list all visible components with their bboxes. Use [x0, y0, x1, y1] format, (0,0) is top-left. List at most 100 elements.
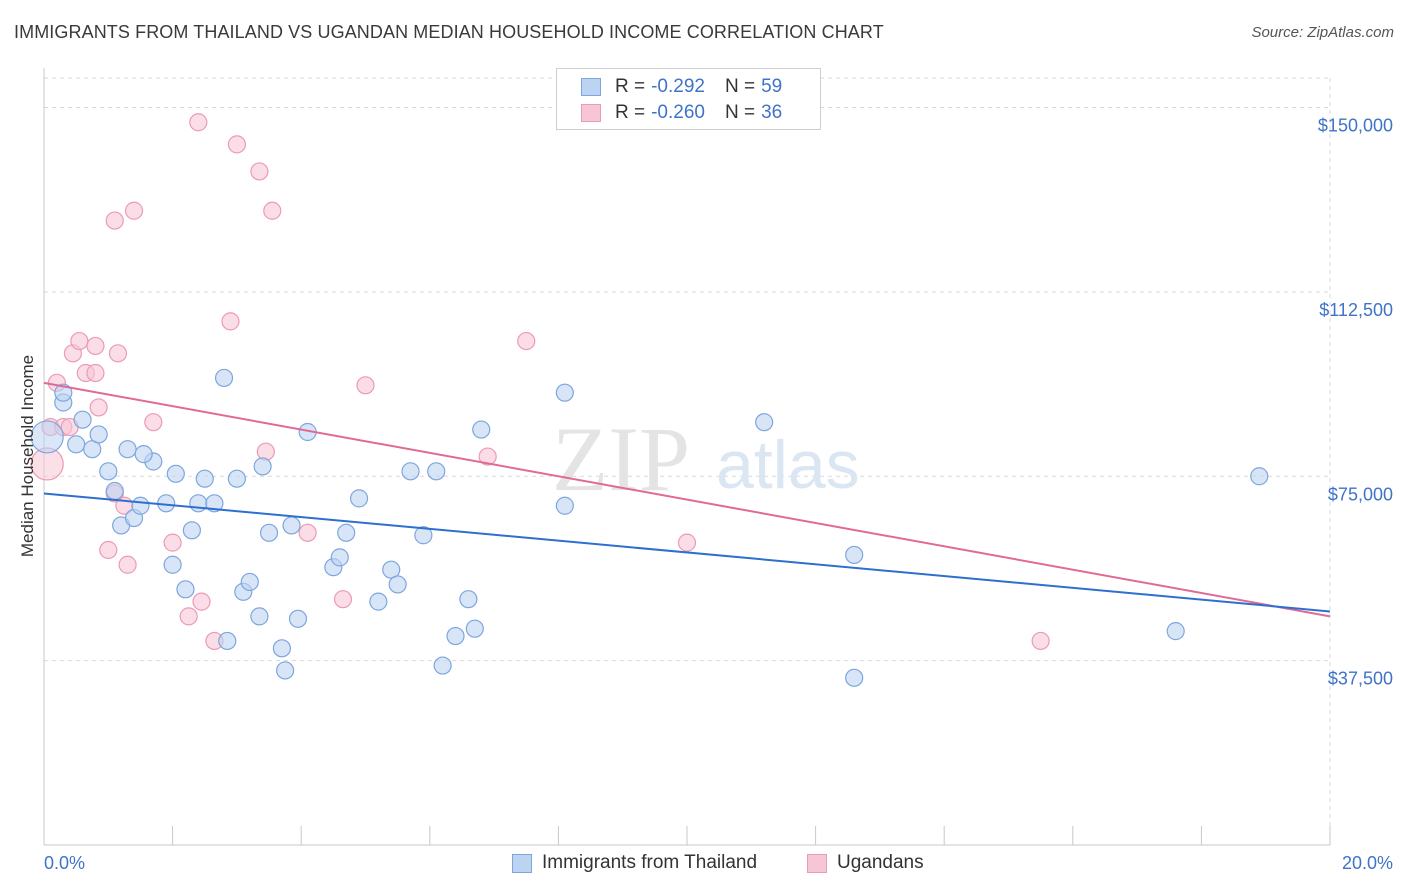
point-thailand [272, 639, 292, 658]
point-thailand [459, 590, 478, 609]
point-ugandans [356, 376, 375, 395]
legend-swatch-pink [581, 104, 601, 122]
point-thailand [349, 489, 369, 508]
x-tick-label: 0.0% [44, 853, 85, 873]
point-thailand [1250, 467, 1269, 486]
point-thailand [1166, 622, 1185, 641]
point-thailand [205, 494, 224, 513]
legend-row-ugandans: R = -0.260 N = 36 [581, 100, 782, 126]
legend-n-label: N = [724, 76, 756, 97]
source-label: Source: ZipAtlas.com [1251, 24, 1394, 41]
point-thailand [67, 435, 86, 454]
point-ugandans [250, 162, 269, 181]
point-thailand [99, 462, 118, 481]
legend-r-value: -0.260 [651, 102, 705, 123]
point-ugandans [192, 592, 211, 611]
point-ugandans [227, 135, 246, 154]
point-ugandans [99, 540, 118, 560]
point-ugandans [1031, 631, 1050, 651]
point-thailand [427, 462, 446, 481]
point-ugandans [89, 398, 108, 417]
point-thailand [414, 526, 433, 545]
y-axis-label: Median Household Income [18, 354, 37, 558]
point-thailand [214, 368, 234, 388]
legend-r-label: R = [615, 76, 646, 97]
point-ugandans [517, 331, 536, 351]
point-ugandans [108, 344, 128, 363]
point-ugandans [70, 331, 89, 351]
point-thailand [105, 481, 124, 501]
point-ugandans [86, 363, 105, 383]
point-thailand [253, 457, 272, 476]
point-thailand [288, 609, 308, 628]
point-thailand [134, 445, 153, 464]
point-thailand [163, 555, 182, 574]
point-thailand [89, 425, 108, 444]
trendline-thailand [43, 492, 1331, 613]
legend-item-thailand: Immigrants from Thailand [512, 852, 757, 874]
point-thailand [465, 619, 484, 638]
legend-row-thailand: R = -0.292 N = 59 [581, 74, 782, 100]
point-thailand [218, 631, 237, 651]
point-ugandans [298, 523, 317, 542]
point-thailand [755, 413, 774, 432]
point-ugandans [124, 201, 144, 220]
chart-title: IMMIGRANTS FROM THAILAND VS UGANDAN MEDI… [14, 22, 884, 42]
trendline-ugandans [43, 381, 1331, 618]
point-thailand [176, 580, 195, 599]
point-thailand [282, 516, 301, 535]
point-thailand [369, 592, 388, 611]
point-thailand [555, 383, 574, 402]
y-tick-label: $150,000 [1318, 116, 1393, 136]
point-thailand [227, 469, 246, 488]
legend-swatch-blue [512, 853, 532, 873]
point-ugandans [677, 533, 697, 552]
point-thailand [131, 496, 150, 515]
point-thailand [166, 464, 185, 483]
legend-label-ugandans: Ugandans [837, 852, 924, 873]
legend-n-value: 59 [761, 76, 783, 97]
point-thailand [433, 656, 452, 675]
y-tick-labels: $37,500 $75,000 $112,500 $150,000 [1318, 116, 1393, 689]
series-legend: Immigrants from Thailand Ugandans [0, 852, 1406, 878]
point-thailand [118, 440, 137, 459]
legend-item-ugandans: Ugandans [807, 852, 924, 874]
y-tick-label: $112,500 [1319, 300, 1393, 320]
point-thailand [337, 523, 356, 542]
point-thailand [845, 545, 864, 565]
point-ugandans [118, 555, 137, 574]
point-thailand [182, 521, 201, 540]
point-ugandans [179, 607, 198, 626]
point-thailand [250, 607, 269, 626]
legend-r-label: R = [615, 102, 646, 123]
point-thailand [240, 572, 259, 592]
point-thailand [472, 420, 491, 439]
point-ugandans [86, 336, 105, 356]
legend-label-thailand: Immigrants from Thailand [542, 852, 758, 873]
trendlines [43, 381, 1331, 618]
point-ugandans [163, 533, 182, 552]
point-ugandans [256, 442, 275, 461]
point-thailand [30, 420, 64, 454]
point-ugandans [221, 312, 240, 331]
y-tick-label: $37,500 [1328, 669, 1393, 689]
point-thailand [555, 496, 574, 515]
point-thailand [73, 410, 92, 429]
x-tick-label: 20.0% [1342, 853, 1393, 873]
legend-r-value: -0.292 [651, 76, 705, 97]
point-thailand [388, 575, 407, 594]
legend-swatch-pink [807, 853, 827, 873]
point-ugandans [144, 413, 163, 432]
watermark-atlas: atlas [716, 427, 860, 503]
point-thailand [446, 626, 465, 646]
legend-n-value: 36 [761, 102, 783, 123]
point-thailand [54, 383, 73, 402]
point-thailand [845, 668, 864, 687]
point-thailand [401, 462, 420, 481]
watermark-zip: ZIP [552, 408, 690, 510]
point-ugandans [105, 211, 124, 230]
point-ugandans [478, 447, 497, 466]
point-thailand [195, 469, 214, 488]
x-tick-labels: 0.0% 20.0% [44, 853, 1393, 873]
